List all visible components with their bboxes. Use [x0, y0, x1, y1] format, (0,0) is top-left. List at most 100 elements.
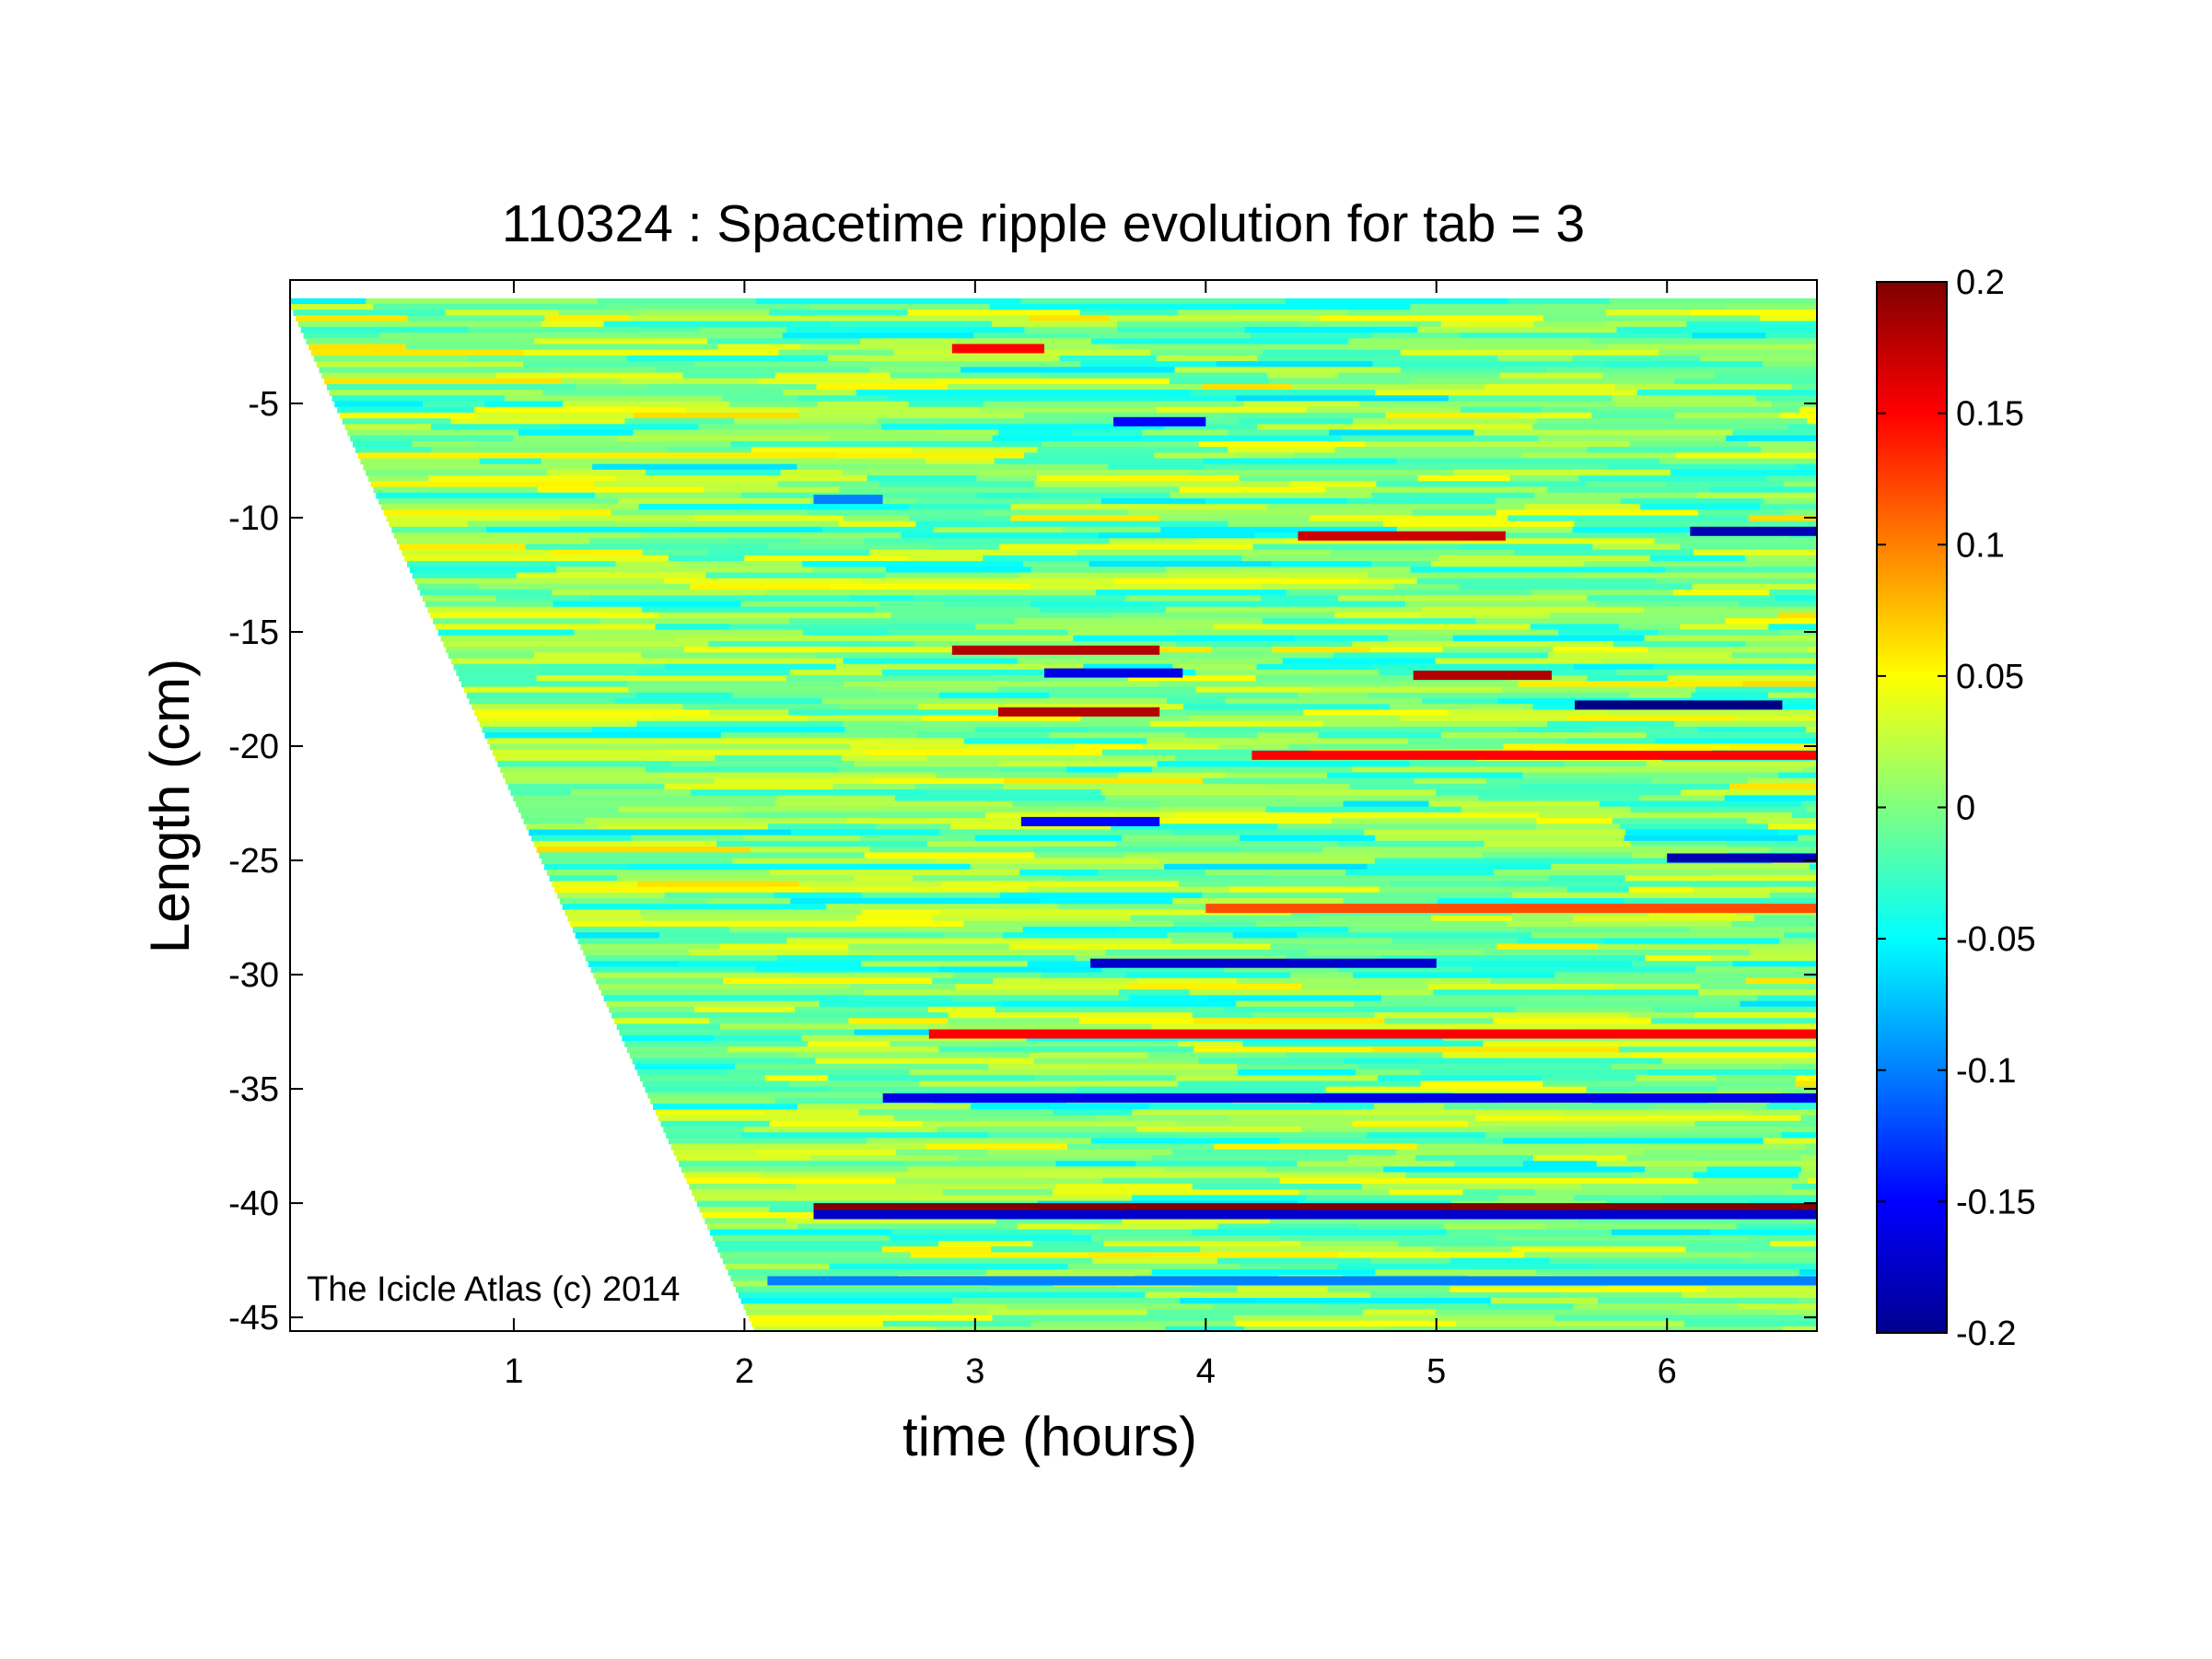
heatmap-cell — [838, 520, 916, 528]
heatmap-cell — [720, 732, 918, 739]
heatmap-cell — [1109, 538, 1198, 545]
heatmap-cell — [1192, 1184, 1363, 1190]
heatmap-cell — [1519, 412, 1592, 419]
heatmap-cell — [1533, 1155, 1627, 1162]
heatmap-cell — [1612, 395, 1756, 403]
heatmap-cell — [952, 972, 1042, 979]
heatmap-cell — [1538, 435, 1727, 442]
heatmap-cell — [1716, 1075, 1797, 1081]
heatmap-cell — [611, 1012, 867, 1019]
heatmap-cell — [819, 1000, 1003, 1008]
heatmap-cell — [1370, 1291, 1561, 1299]
heatmap-cell — [1428, 800, 1601, 808]
heatmap-cell — [1524, 1252, 1755, 1259]
heatmap-cell — [694, 1006, 796, 1013]
heatmap-cell — [789, 618, 1016, 625]
heatmap-cell — [600, 618, 790, 625]
heatmap-cell — [1412, 509, 1497, 517]
heatmap-cell — [869, 847, 1034, 853]
heatmap-cell — [1196, 538, 1286, 545]
heatmap-cell — [1693, 1172, 1799, 1179]
heatmap-cell — [1040, 606, 1167, 613]
heatmap-cell — [907, 1166, 1165, 1174]
heatmap-cell — [1244, 1326, 1390, 1331]
heatmap-cell — [1216, 361, 1373, 368]
heatmap-cell — [1159, 800, 1345, 808]
heatmap-cell — [1484, 383, 1616, 391]
heatmap-cell — [1077, 549, 1332, 556]
heatmap-cell — [1747, 777, 1817, 785]
heatmap-cell — [1674, 378, 1817, 385]
heatmap-cell — [1410, 378, 1546, 385]
heatmap-cell — [516, 800, 776, 808]
heatmap-cell — [1706, 1286, 1817, 1293]
heatmap-cell — [450, 418, 626, 425]
heatmap-cell — [621, 378, 759, 385]
heatmap-cell — [516, 572, 706, 579]
heatmap-cell — [1520, 783, 1730, 790]
heatmap-cell — [1620, 497, 1764, 505]
heatmap-cell — [1112, 344, 1349, 351]
heatmap-cell — [632, 1057, 816, 1065]
heatmap-cell — [901, 532, 1100, 539]
heatmap-cell — [617, 435, 831, 442]
heatmap-cell — [1512, 915, 1575, 922]
heatmap-cell — [938, 429, 999, 437]
heatmap-cell — [1237, 304, 1411, 310]
heatmap-cell — [1150, 349, 1263, 356]
heatmap-cell — [1262, 583, 1395, 590]
heatmap-cell — [1192, 1229, 1448, 1236]
heatmap-cell — [1100, 1223, 1219, 1231]
heatmap-cell — [1322, 847, 1573, 853]
heatmap-cell — [893, 1115, 1096, 1122]
heatmap-cell — [1657, 367, 1817, 374]
heatmap-cell — [492, 749, 666, 756]
heatmap-cell — [1799, 572, 1817, 579]
heatmap-cell — [1198, 440, 1366, 448]
heatmap-cell — [1225, 697, 1423, 705]
heatmap-cell — [599, 984, 851, 990]
heatmap-cell — [1547, 486, 1712, 494]
heatmap-cell — [815, 652, 1001, 660]
heatmap-cell — [970, 1104, 1150, 1110]
heatmap-cell — [1413, 629, 1559, 637]
heatmap-cell — [1374, 1012, 1631, 1019]
heatmap-cell — [1130, 915, 1321, 922]
heatmap-cell — [1805, 520, 1817, 528]
heatmap-cell — [764, 1075, 829, 1081]
heatmap-cell — [693, 361, 879, 368]
heatmap-cell — [1333, 652, 1549, 660]
heatmap-cell — [631, 835, 744, 842]
heatmap-cell — [1390, 704, 1471, 710]
heatmap-cell — [1729, 783, 1817, 790]
heatmap-cell — [1119, 989, 1191, 996]
heatmap-cell — [1353, 418, 1538, 425]
heatmap-cell — [428, 475, 616, 482]
heatmap-cell — [1347, 1155, 1416, 1162]
y-axis-label: Length (cm) — [139, 659, 201, 953]
heatmap-cell — [290, 298, 367, 305]
heatmap-cell — [842, 720, 903, 728]
heatmap-cell — [557, 892, 666, 899]
heatmap-cell — [537, 486, 705, 494]
heatmap-cell — [324, 378, 563, 385]
heatmap-cell — [979, 469, 1191, 476]
heatmap-cell — [653, 1104, 798, 1110]
heatmap-cell — [789, 1081, 920, 1088]
heatmap-cell — [755, 1149, 897, 1156]
heatmap-cell — [1414, 777, 1487, 785]
heatmap-cell — [1603, 361, 1764, 368]
heatmap-cell — [1158, 858, 1376, 865]
heatmap-cell — [1420, 1069, 1648, 1076]
heatmap-cell — [534, 652, 642, 660]
heatmap-cell — [1438, 555, 1519, 562]
heatmap-cell — [685, 406, 800, 414]
heatmap-cell — [915, 520, 981, 528]
heatmap-cell — [1371, 333, 1461, 339]
heatmap-cell — [523, 361, 695, 368]
heatmap-band — [813, 1209, 1817, 1220]
heatmap-cell — [461, 681, 628, 688]
heatmap-cell — [728, 1046, 940, 1053]
heatmap-cell — [848, 943, 1010, 951]
